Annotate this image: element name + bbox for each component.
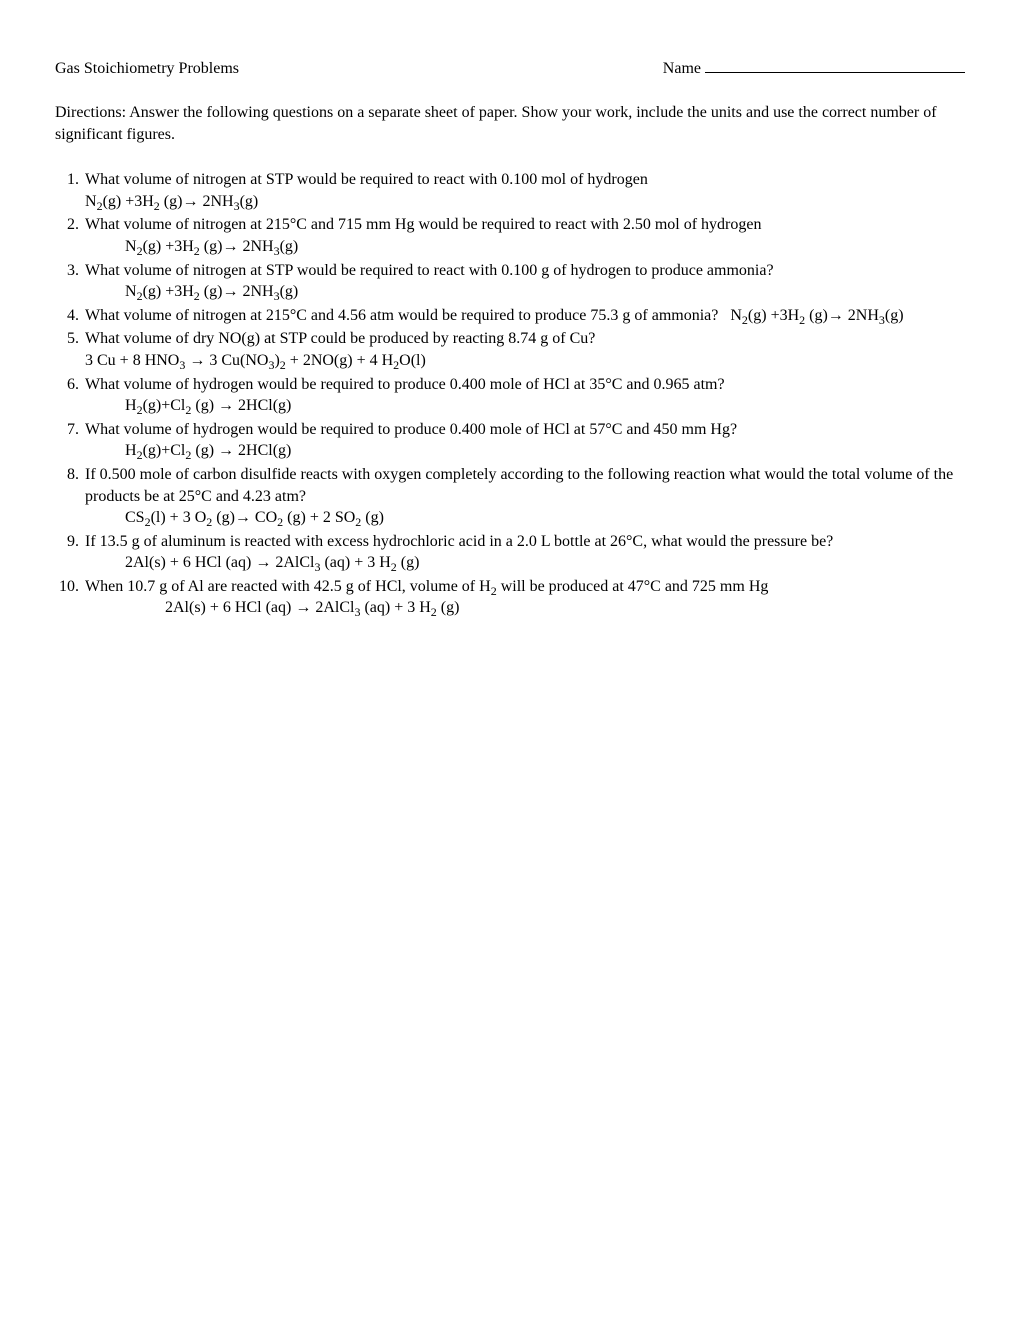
question-text: If 0.500 mole of carbon disulfide reacts… bbox=[85, 466, 953, 505]
name-field: Name bbox=[663, 60, 965, 78]
equation: N2(g) +3H2 (g)→ 2NH3(g) bbox=[85, 191, 965, 213]
question-item: What volume of hydrogen would be require… bbox=[83, 374, 965, 417]
question-item: What volume of nitrogen at STP would be … bbox=[83, 169, 965, 212]
equation: H2(g)+Cl2 (g) → 2HCl(g) bbox=[125, 395, 965, 417]
question-item: When 10.7 g of Al are reacted with 42.5 … bbox=[83, 576, 965, 619]
equation: CS2(l) + 3 O2 (g)→ CO2 (g) + 2 SO2 (g) bbox=[125, 507, 965, 529]
question-item: If 0.500 mole of carbon disulfide reacts… bbox=[83, 464, 965, 529]
question-item: What volume of dry NO(g) at STP could be… bbox=[83, 328, 965, 371]
question-text: What volume of nitrogen at STP would be … bbox=[85, 262, 774, 279]
equation: 3 Cu + 8 HNO3 → 3 Cu(NO3)2 + 2NO(g) + 4 … bbox=[85, 350, 965, 372]
name-label: Name bbox=[663, 60, 701, 78]
equation: 2Al(s) + 6 HCl (aq) → 2AlCl3 (aq) + 3 H2… bbox=[165, 597, 965, 619]
question-text: What volume of nitrogen at 215°C and 715… bbox=[85, 216, 761, 233]
page-container: Gas Stoichiometry Problems Name Directio… bbox=[0, 0, 1020, 681]
question-text: What volume of hydrogen would be require… bbox=[85, 421, 737, 438]
name-blank-line bbox=[705, 72, 965, 73]
question-text: What volume of nitrogen at STP would be … bbox=[85, 171, 648, 188]
question-list: What volume of nitrogen at STP would be … bbox=[55, 169, 965, 619]
directions-text: Directions: Answer the following questio… bbox=[55, 102, 965, 145]
equation: 2Al(s) + 6 HCl (aq) → 2AlCl3 (aq) + 3 H2… bbox=[125, 552, 965, 574]
question-item: What volume of nitrogen at STP would be … bbox=[83, 260, 965, 303]
question-item: What volume of nitrogen at 215°C and 715… bbox=[83, 214, 965, 257]
equation: N2(g) +3H2 (g)→ 2NH3(g) bbox=[125, 236, 965, 258]
equation: N2(g) +3H2 (g)→ 2NH3(g) bbox=[125, 281, 965, 303]
question-text: If 13.5 g of aluminum is reacted with ex… bbox=[85, 533, 833, 550]
question-text: What volume of hydrogen would be require… bbox=[85, 376, 725, 393]
worksheet-title: Gas Stoichiometry Problems bbox=[55, 60, 239, 78]
question-text: What volume of nitrogen at 215°C and 4.5… bbox=[85, 307, 904, 324]
header-row: Gas Stoichiometry Problems Name bbox=[55, 60, 965, 78]
question-item: What volume of hydrogen would be require… bbox=[83, 419, 965, 462]
question-item: If 13.5 g of aluminum is reacted with ex… bbox=[83, 531, 965, 574]
equation: H2(g)+Cl2 (g) → 2HCl(g) bbox=[125, 440, 965, 462]
question-item: What volume of nitrogen at 215°C and 4.5… bbox=[83, 305, 965, 327]
question-text: What volume of dry NO(g) at STP could be… bbox=[85, 330, 595, 347]
question-text: When 10.7 g of Al are reacted with 42.5 … bbox=[85, 578, 768, 595]
